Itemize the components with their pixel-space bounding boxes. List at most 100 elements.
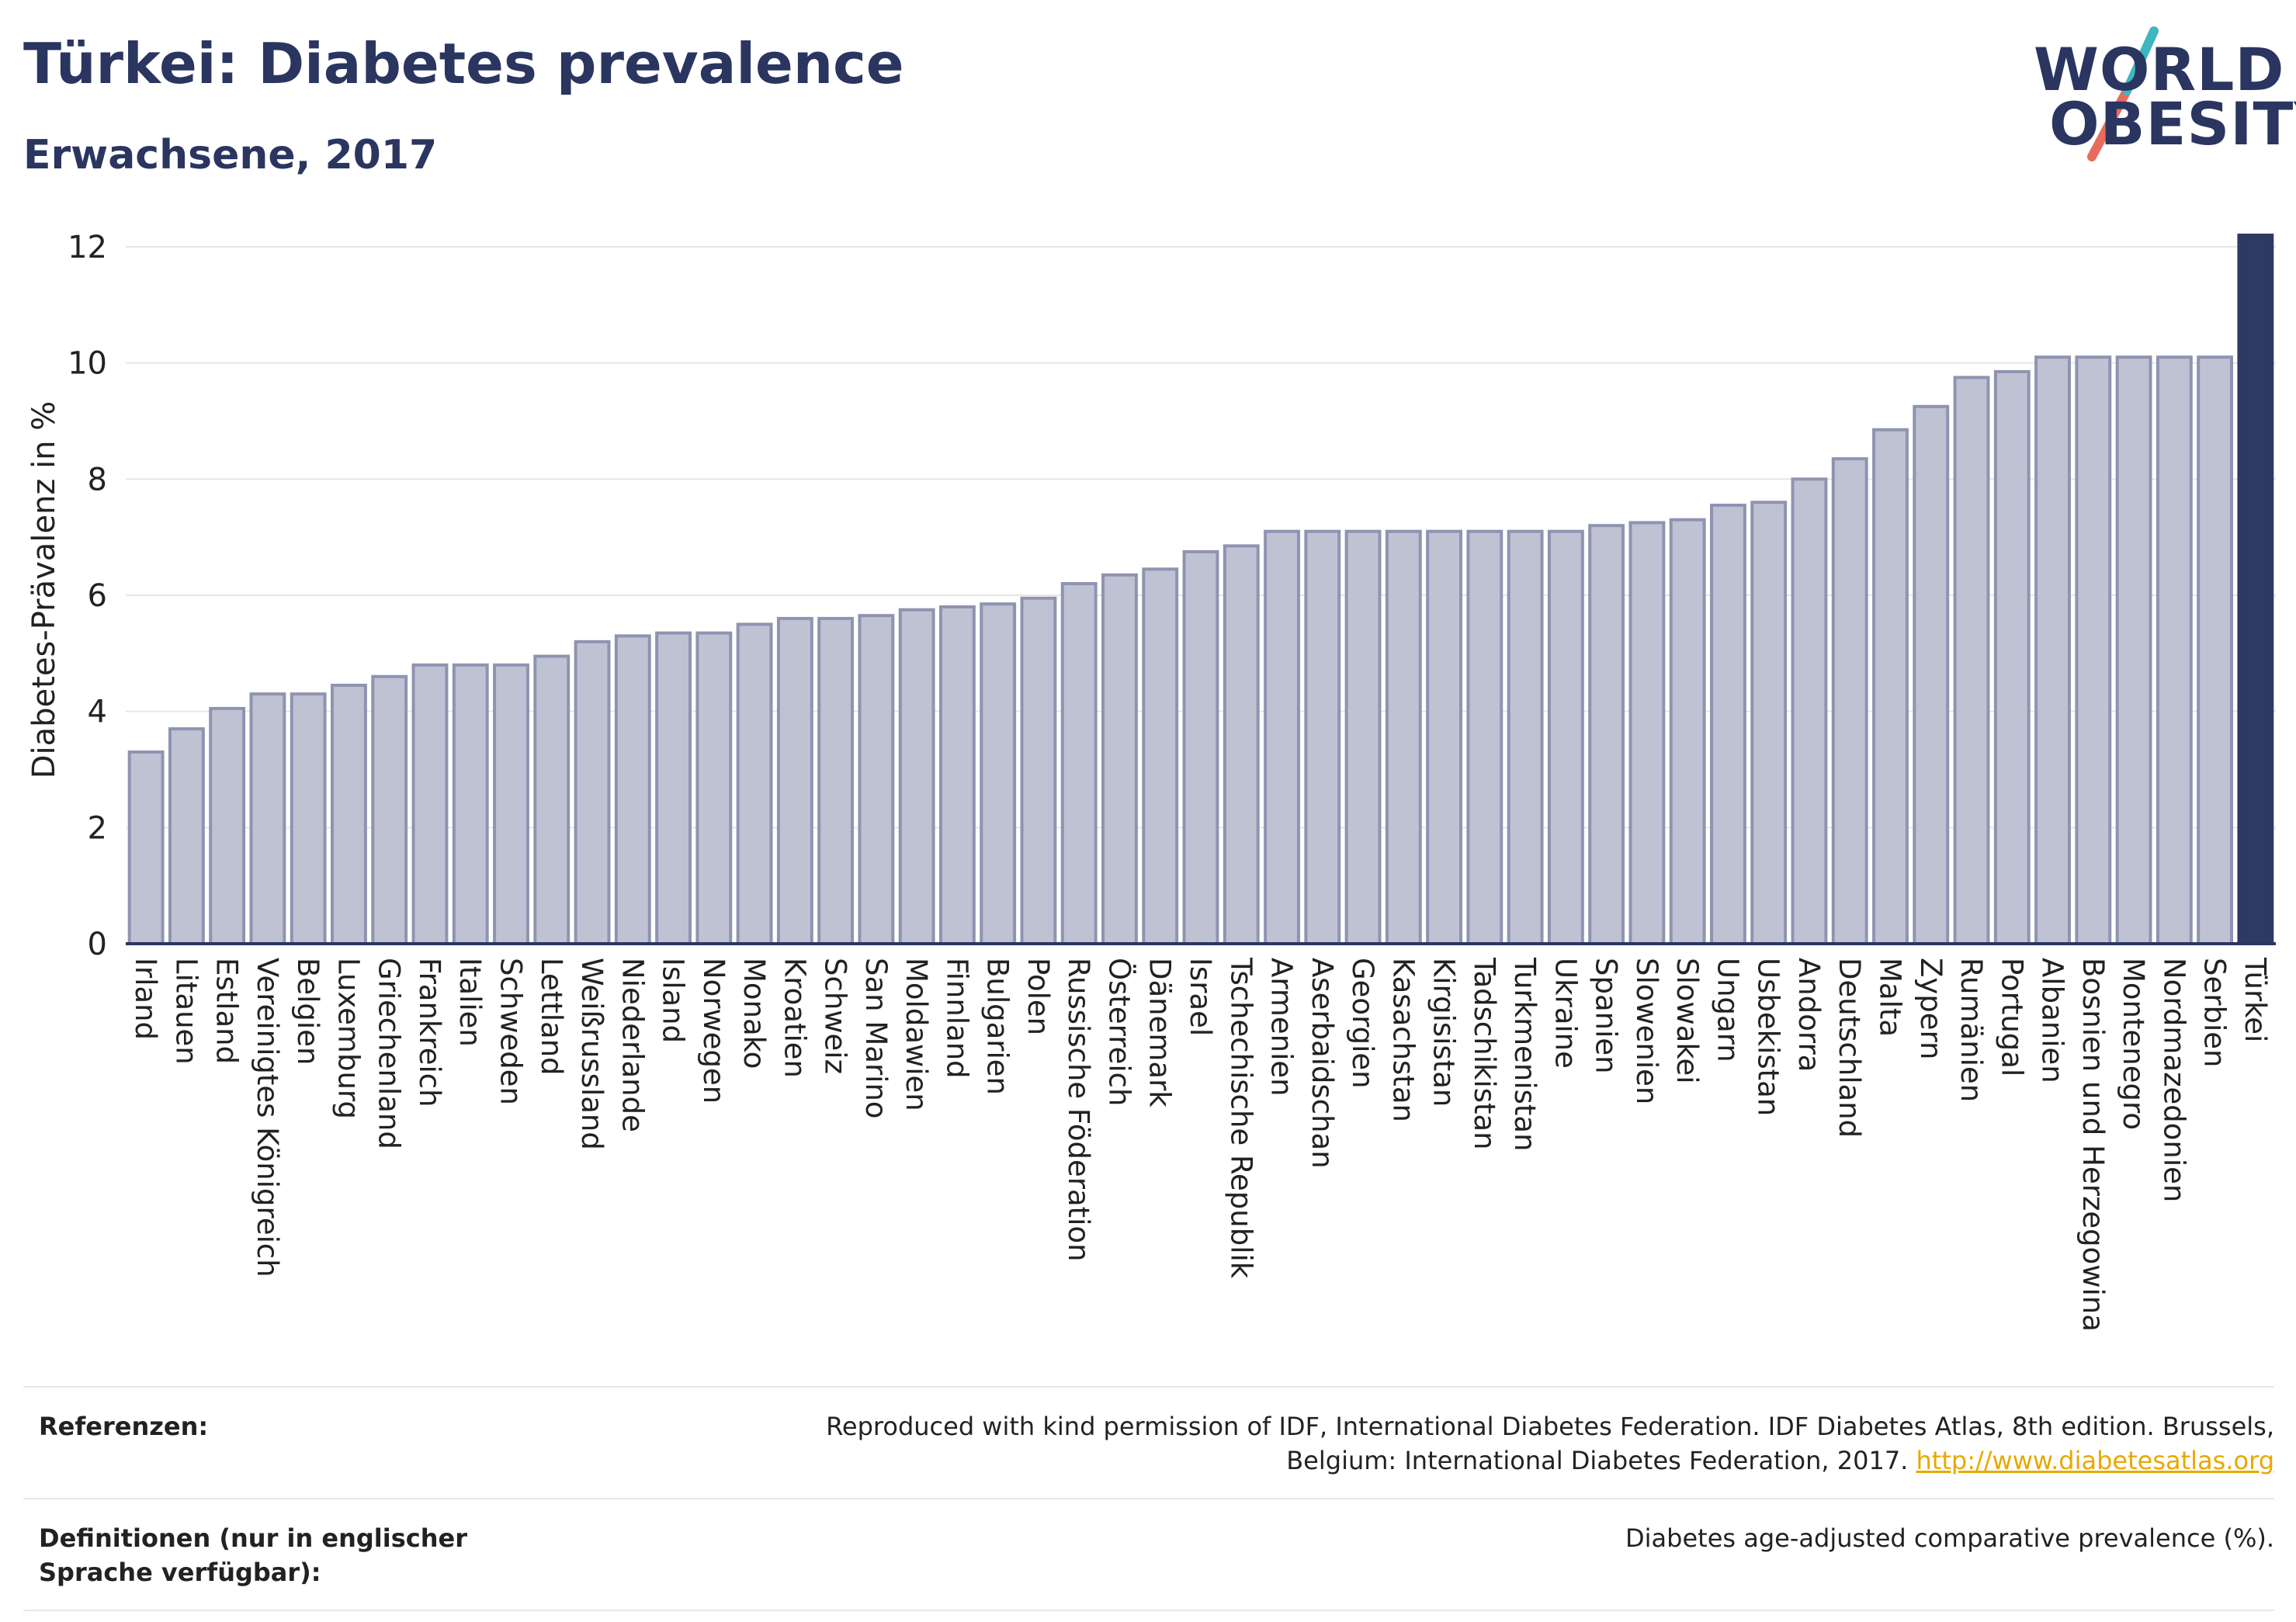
- x-tick-label: Griechenland: [373, 958, 406, 1149]
- x-tick-label: Polen: [1021, 958, 1055, 1035]
- x-tick-label: Zypern: [1914, 958, 1947, 1060]
- x-tick-label: Niederlande: [616, 958, 649, 1132]
- x-tick-label: Malta: [1873, 958, 1906, 1037]
- bar-24: [1101, 573, 1138, 946]
- x-tick-label: Irland: [129, 958, 162, 1040]
- y-tick-label: 8: [88, 462, 107, 497]
- logo-line1: WORLD: [2034, 35, 2285, 104]
- x-tick-label: Norwegen: [697, 958, 730, 1104]
- x-tick-label: Kroatien: [778, 958, 811, 1078]
- y-tick-label: 12: [68, 230, 107, 265]
- x-tick-label: Frankreich: [413, 958, 446, 1107]
- x-tick-label: Bulgarien: [981, 958, 1014, 1095]
- x-tick-label: Moldawien: [900, 958, 933, 1111]
- bar-51: [2197, 355, 2234, 945]
- definitions-label: Definitionen (nur in englischer Sprache …: [39, 1523, 467, 1587]
- bar-31: [1385, 529, 1422, 945]
- bar-38: [1669, 518, 1706, 945]
- references-link[interactable]: http://www.diabetesatlas.org: [1916, 1446, 2274, 1475]
- bar-27: [1223, 544, 1260, 945]
- x-tick-label: Russische Föderation: [1062, 958, 1095, 1262]
- x-tick-label: San Marino: [859, 958, 893, 1119]
- y-tick-label: 0: [88, 927, 107, 962]
- bar-19: [898, 608, 935, 945]
- x-tick-label: Tschechische Republik: [1224, 957, 1257, 1279]
- bar-30: [1344, 529, 1382, 945]
- x-tick-label: Luxemburg: [331, 958, 365, 1119]
- bar-34: [1507, 529, 1544, 945]
- bar-49: [2115, 355, 2152, 945]
- bar-0: [127, 750, 165, 945]
- references-text-block: Reproduced with kind permission of IDF, …: [722, 1409, 2274, 1478]
- bar-8: [452, 663, 489, 945]
- x-tick-label: Tadschikistan: [1468, 957, 1501, 1150]
- x-tick-label: Belgien: [291, 958, 324, 1065]
- bar-21: [980, 602, 1017, 945]
- x-tick-label: Israel: [1184, 958, 1217, 1036]
- x-tick-label: Slowakei: [1670, 958, 1704, 1084]
- x-tick-label: Turkmenistan: [1508, 957, 1542, 1152]
- bar-52: [2237, 234, 2274, 945]
- y-tick-labels: 0 2 4 6 8 10 12: [68, 230, 107, 962]
- x-tick-label: Rumänien: [1954, 958, 1988, 1102]
- bar-35: [1547, 529, 1584, 945]
- x-tick-label: Finnland: [940, 958, 973, 1079]
- x-tick-label: Bosnien und Herzegowina: [2076, 958, 2110, 1332]
- x-tick-label: Spanien: [1590, 958, 1623, 1074]
- chart-subtitle: Erwachsene, 2017: [23, 132, 438, 178]
- x-tick-label: Portugal: [1995, 958, 2028, 1076]
- x-tick-label: Italien: [453, 958, 487, 1047]
- bar-46: [1993, 369, 2031, 945]
- references-text: Reproduced with kind permission of IDF, …: [826, 1412, 2274, 1475]
- x-tick-label: Serbien: [2198, 958, 2232, 1067]
- x-tick-label: Türkei: [2239, 957, 2272, 1042]
- references-label: Referenzen:: [39, 1412, 209, 1441]
- x-tick-label: Monako: [737, 958, 771, 1069]
- bar-16: [776, 616, 813, 946]
- y-tick-label: 6: [88, 578, 107, 614]
- bar-15: [736, 622, 773, 946]
- bar-7: [411, 663, 449, 945]
- bar-13: [655, 631, 692, 945]
- x-tick-label: Albanien: [2036, 958, 2069, 1083]
- bar-14: [695, 631, 733, 945]
- bar-33: [1466, 529, 1503, 945]
- bar-43: [1872, 428, 1909, 945]
- x-tick-label: Usbekistan: [1752, 958, 1785, 1116]
- chart-title: Türkei: Diabetes prevalence: [23, 31, 904, 96]
- x-tick-label: Österreich: [1102, 958, 1136, 1106]
- bar-25: [1142, 567, 1179, 945]
- x-tick-label: Vereinigtes Königreich: [251, 958, 284, 1277]
- x-tick-label: Georgien: [1346, 958, 1379, 1089]
- definitions-row: Definitionen (nur in englischer Sprache …: [23, 1498, 2274, 1611]
- definitions-text: Diabetes age-adjusted comparative preval…: [1625, 1523, 2274, 1553]
- x-tick-label: Deutschland: [1833, 958, 1866, 1138]
- y-tick-label: 10: [68, 346, 107, 382]
- bar-39: [1710, 504, 1746, 945]
- x-tick-label: Montenegro: [2117, 958, 2150, 1130]
- world-obesity-logo: WORLD OBESITY: [2018, 17, 2296, 165]
- bar-22: [1020, 596, 1057, 945]
- x-tick-label: Armenien: [1265, 958, 1299, 1097]
- bar-2: [209, 706, 246, 945]
- x-tick-label: Dänemark: [1143, 958, 1177, 1107]
- bar-11: [574, 639, 611, 945]
- bar-chart: 0 2 4 6 8 10 12 Irland Litauen Estland Vereinigte…: [26, 230, 2276, 1332]
- x-tick-label: Ukraine: [1549, 958, 1582, 1069]
- bar-26: [1182, 549, 1219, 945]
- bar-41: [1791, 477, 1828, 945]
- bar-47: [2034, 355, 2071, 945]
- x-tick-labels: Irland Litauen Estland Vereinigtes Königrei…: [129, 957, 2272, 1332]
- logo-slash-icon: [2087, 26, 2159, 161]
- footer-table: Referenzen: Reproduced with kind permiss…: [23, 1386, 2274, 1611]
- bar-37: [1628, 521, 1666, 945]
- y-axis-label: Diabetes-Prävalenz in %: [26, 401, 62, 779]
- x-tick-label: Schweden: [494, 958, 528, 1105]
- bar-18: [858, 614, 895, 945]
- x-tick-label: Kasachstan: [1386, 958, 1420, 1122]
- bars: [127, 234, 2274, 946]
- bar-44: [1913, 404, 1950, 945]
- bar-29: [1304, 529, 1341, 945]
- bar-50: [2156, 355, 2193, 945]
- bar-45: [1953, 376, 1990, 945]
